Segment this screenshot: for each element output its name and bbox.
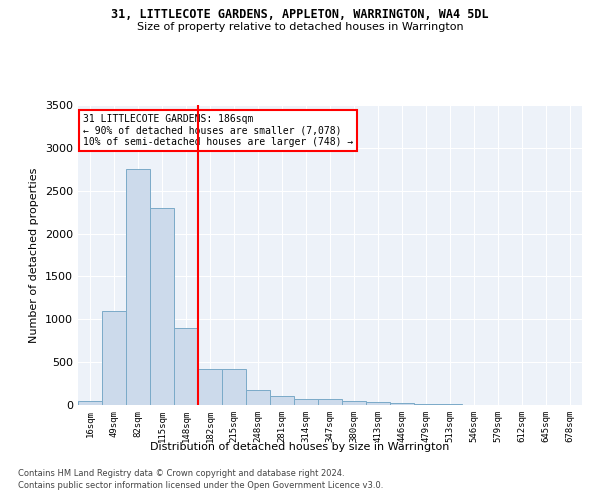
Bar: [78, 400, 102, 405]
Bar: [150, 208, 174, 405]
Bar: [270, 396, 294, 405]
Text: Contains public sector information licensed under the Open Government Licence v3: Contains public sector information licen…: [18, 481, 383, 490]
Text: Distribution of detached houses by size in Warrington: Distribution of detached houses by size …: [151, 442, 449, 452]
Bar: [366, 402, 390, 405]
Text: Size of property relative to detached houses in Warrington: Size of property relative to detached ho…: [137, 22, 463, 32]
Bar: [174, 328, 198, 405]
Bar: [414, 404, 438, 405]
Bar: [318, 400, 342, 405]
Bar: [294, 398, 318, 405]
Bar: [102, 310, 126, 405]
Bar: [246, 390, 270, 405]
Text: 31, LITTLECOTE GARDENS, APPLETON, WARRINGTON, WA4 5DL: 31, LITTLECOTE GARDENS, APPLETON, WARRIN…: [111, 8, 489, 20]
Bar: [198, 368, 222, 405]
Bar: [390, 404, 414, 405]
Bar: [126, 170, 150, 405]
Y-axis label: Number of detached properties: Number of detached properties: [29, 168, 40, 342]
Bar: [342, 400, 366, 405]
Text: 31 LITTLECOTE GARDENS: 186sqm
← 90% of detached houses are smaller (7,078)
10% o: 31 LITTLECOTE GARDENS: 186sqm ← 90% of d…: [83, 114, 353, 147]
Bar: [222, 368, 246, 405]
Text: Contains HM Land Registry data © Crown copyright and database right 2024.: Contains HM Land Registry data © Crown c…: [18, 468, 344, 477]
Bar: [438, 404, 462, 405]
